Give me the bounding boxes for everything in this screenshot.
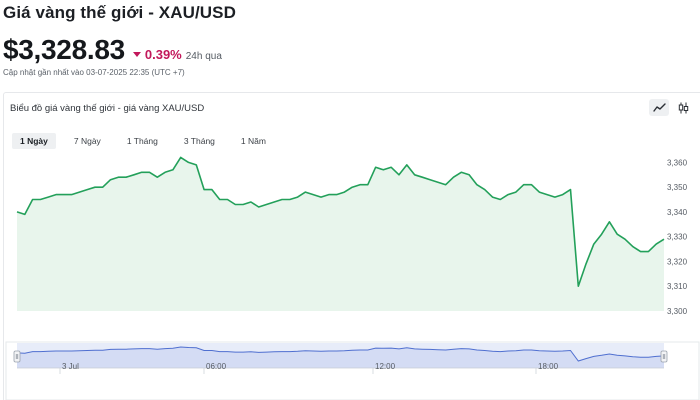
chart-type-toggle — [649, 99, 693, 116]
chart-title: Biểu đồ giá vàng thế giới - giá vàng XAU… — [10, 103, 205, 114]
line-chart-icon — [652, 102, 666, 112]
navigator-time-label: 3 Jul — [62, 362, 79, 371]
price-change: 0.39% 24h qua — [132, 47, 222, 62]
last-updated: Cập nhật gần nhất vào 03-07-2025 22:35 (… — [3, 68, 185, 77]
tab-1-day[interactable]: 1 Ngày — [12, 133, 56, 149]
price-area — [17, 157, 664, 311]
y-tick-label: 3,300 — [667, 307, 688, 316]
candlestick-chart-button[interactable] — [673, 99, 693, 116]
y-tick-label: 3,340 — [667, 208, 688, 217]
current-price: $3,328.83 — [3, 34, 125, 65]
navigator-area — [17, 347, 664, 368]
line-chart-button[interactable] — [649, 99, 669, 116]
page-title: Giá vàng thế giới - XAU/USD — [3, 3, 236, 22]
tab-1-month[interactable]: 1 Tháng — [126, 136, 158, 146]
navigator-time-label: 12:00 — [375, 362, 396, 371]
change-period: 24h qua — [185, 51, 222, 62]
range-tabs: 1 Ngày 7 Ngày 1 Tháng 3 Tháng 1 Năm — [12, 133, 284, 149]
tab-1-year[interactable]: 1 Năm — [240, 136, 266, 146]
navigator-right-handle[interactable] — [660, 350, 668, 363]
tab-3-months[interactable]: 3 Tháng — [183, 136, 215, 146]
change-percent: 0.39% — [144, 47, 182, 62]
y-tick-label: 3,330 — [667, 233, 688, 242]
tab-7-days[interactable]: 7 Ngày — [73, 136, 101, 146]
navigator-left-handle[interactable] — [13, 350, 21, 363]
price-row: $3,328.83 0.39% 24h qua — [3, 34, 222, 68]
candlestick-chart-icon — [678, 102, 688, 113]
y-tick-label: 3,360 — [667, 158, 688, 167]
y-tick-label: 3,320 — [667, 257, 688, 266]
down-arrow-icon — [132, 52, 141, 57]
price-line — [16, 156, 665, 288]
y-tick-label: 3,310 — [667, 282, 688, 291]
navigator-time-label: 06:00 — [206, 362, 227, 371]
navigator-line — [16, 346, 665, 362]
y-tick-label: 3,350 — [667, 183, 688, 192]
navigator-time-label: 18:00 — [538, 362, 559, 371]
